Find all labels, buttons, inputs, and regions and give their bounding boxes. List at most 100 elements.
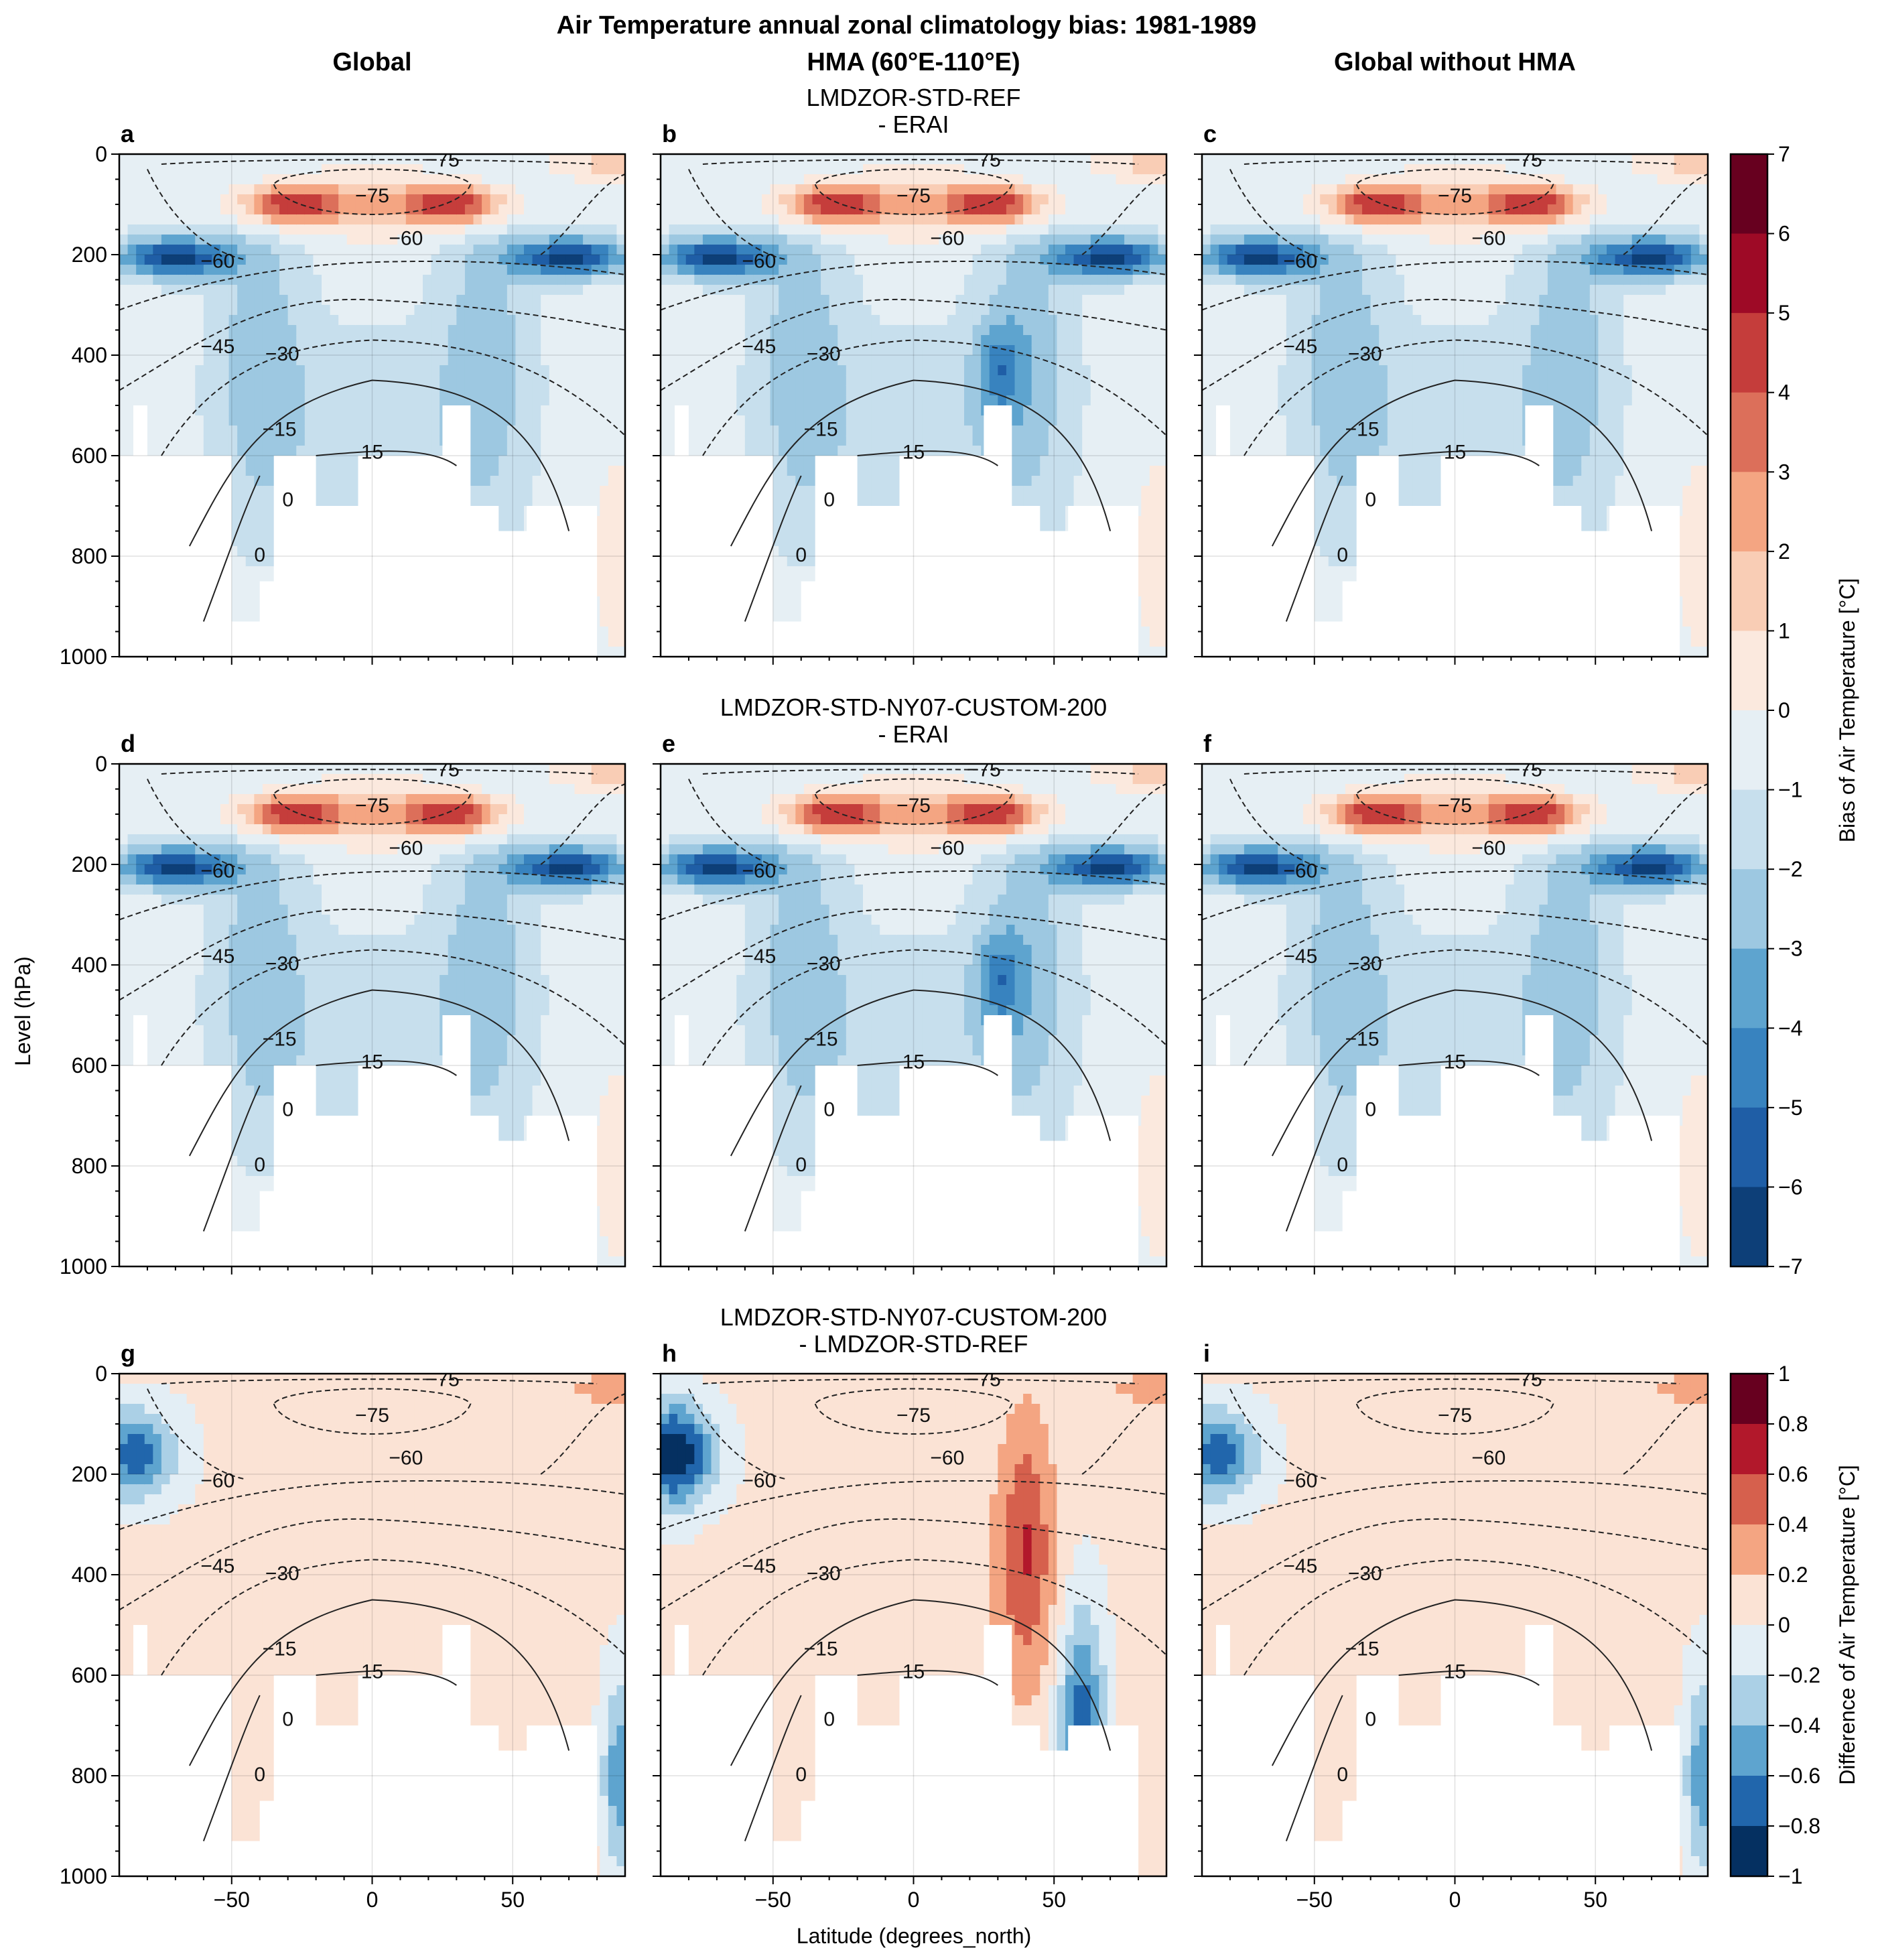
y-tick-label: 600 <box>72 444 107 468</box>
contour-label: 15 <box>1444 1660 1466 1683</box>
contour-label: −75 <box>1438 1404 1472 1427</box>
contour-label: −60 <box>742 860 776 882</box>
x-tick-label: 50 <box>1583 1888 1607 1912</box>
contour-line <box>1285 1085 1343 1232</box>
contour-label: 0 <box>1365 1709 1376 1731</box>
panel-label: g <box>121 1340 135 1367</box>
contour-line <box>147 1388 246 1480</box>
contour-label: −60 <box>742 250 776 272</box>
colorbars: 7 6 5 4 3 2 1 0 −1 −2 −3 −4 −5 −6 −7 Bias of Air Temper… <box>1729 142 1859 1888</box>
y-tick-label: 800 <box>72 544 107 568</box>
contour-line <box>188 379 570 547</box>
colorbar-swatch <box>1731 1826 1767 1877</box>
colorbar-tick-label: 0.4 <box>1778 1512 1808 1537</box>
y-tick-label: 800 <box>72 1154 107 1178</box>
contour-line <box>1355 778 1554 825</box>
column-titles: Global HMA (60°E-110°E) Global without HMA <box>332 48 1576 76</box>
contour-line <box>730 1599 1112 1766</box>
contour-label: −75 <box>967 1369 1001 1391</box>
terrain-mask <box>119 1015 598 1266</box>
contour-line <box>1398 1060 1540 1076</box>
column-title: Global <box>332 48 411 76</box>
colorbar-tick-label: 1 <box>1778 618 1790 643</box>
contour-line <box>661 1480 1166 1530</box>
colorbar-swatch <box>1731 1725 1767 1776</box>
contour-label: −30 <box>807 343 841 365</box>
contour-label: −30 <box>1348 1563 1382 1585</box>
contour-line <box>702 1559 1166 1676</box>
terrain-mask <box>1202 1015 1680 1266</box>
y-tick-label: 200 <box>72 1462 107 1486</box>
contour-label: −75 <box>1438 185 1472 207</box>
y-tick-label: 200 <box>72 852 107 876</box>
contour-label: −75 <box>896 1404 931 1427</box>
contour-label: −60 <box>1283 1469 1317 1492</box>
colorbar-tick-label: 0 <box>1778 698 1790 722</box>
contour-label: −60 <box>930 228 964 250</box>
contour-line <box>161 949 625 1066</box>
terrain-mask <box>661 1015 1139 1266</box>
contour-label: 0 <box>1337 544 1348 566</box>
contour-label: −60 <box>1471 838 1505 860</box>
contour-line <box>316 1060 457 1076</box>
contour-line <box>1271 379 1653 547</box>
contour-line <box>188 1599 570 1766</box>
contour-line <box>814 1388 1013 1435</box>
contour-line <box>1285 1695 1343 1841</box>
x-tick-label: −50 <box>1296 1888 1333 1912</box>
contour-label: 15 <box>1444 1051 1466 1073</box>
colorbar-swatch <box>1731 1675 1767 1726</box>
contour-line <box>540 174 625 255</box>
contour-label: −75 <box>355 185 389 207</box>
contour-label: 0 <box>823 1709 835 1731</box>
colorbar-tick-label: −7 <box>1778 1254 1802 1279</box>
contour-line <box>1202 870 1708 921</box>
contour-label: 0 <box>282 1099 293 1121</box>
contour-label: 0 <box>282 1709 293 1731</box>
panel-label: d <box>121 730 135 757</box>
x-tick-label: −50 <box>755 1888 791 1912</box>
contour-label: 0 <box>254 544 265 566</box>
colorbar-tick-label: −2 <box>1778 857 1802 881</box>
colorbar-swatch <box>1731 1424 1767 1475</box>
contour-line <box>273 778 472 825</box>
x-tick-label: 50 <box>500 1888 525 1912</box>
contour-label: −60 <box>389 1447 423 1469</box>
contour-label: −75 <box>967 759 1001 781</box>
y-tick-label: 800 <box>72 1764 107 1788</box>
contour-line <box>1355 1388 1554 1435</box>
contour-line <box>857 1670 998 1686</box>
contour-line <box>540 1393 625 1475</box>
contour-line <box>857 1060 998 1076</box>
contour-label: −75 <box>896 185 931 207</box>
contour-label: −60 <box>200 250 234 272</box>
colorbar-tick-label: −0.2 <box>1778 1663 1820 1687</box>
contour-label: 15 <box>361 441 383 463</box>
terrain-mask <box>119 405 598 657</box>
contour-label: 0 <box>1365 489 1376 511</box>
y-tick-label: 0 <box>95 1362 107 1386</box>
contour-label: −60 <box>389 838 423 860</box>
colorbar-swatch <box>1731 392 1767 472</box>
colorbar: 1 0.8 0.6 0.4 0.2 0 −0.2 −0.4 −0.6 −0.8 −1 Differen… <box>1729 1362 1859 1888</box>
contour-line <box>1202 298 1708 391</box>
colorbar-swatch <box>1731 1625 1767 1676</box>
contour-line <box>1202 908 1708 1001</box>
y-axis-label: Level (hPa) <box>11 956 35 1066</box>
contour-label: −30 <box>807 953 841 975</box>
contour-label: −30 <box>265 343 299 365</box>
contour-label: 15 <box>361 1051 383 1073</box>
contour-line <box>1623 174 1708 255</box>
colorbar-tick-label: 3 <box>1778 460 1790 484</box>
colorbar-swatch <box>1731 1524 1767 1575</box>
y-tick-label: 1000 <box>60 1254 107 1279</box>
colorbar-swatch <box>1731 472 1767 552</box>
colorbar-swatch <box>1731 1776 1767 1827</box>
contour-line <box>147 779 246 870</box>
contour-label: 15 <box>902 1660 925 1683</box>
contour-label: 0 <box>282 489 293 511</box>
contour-label: −60 <box>1471 228 1505 250</box>
colorbar-tick-label: −0.4 <box>1778 1713 1820 1738</box>
